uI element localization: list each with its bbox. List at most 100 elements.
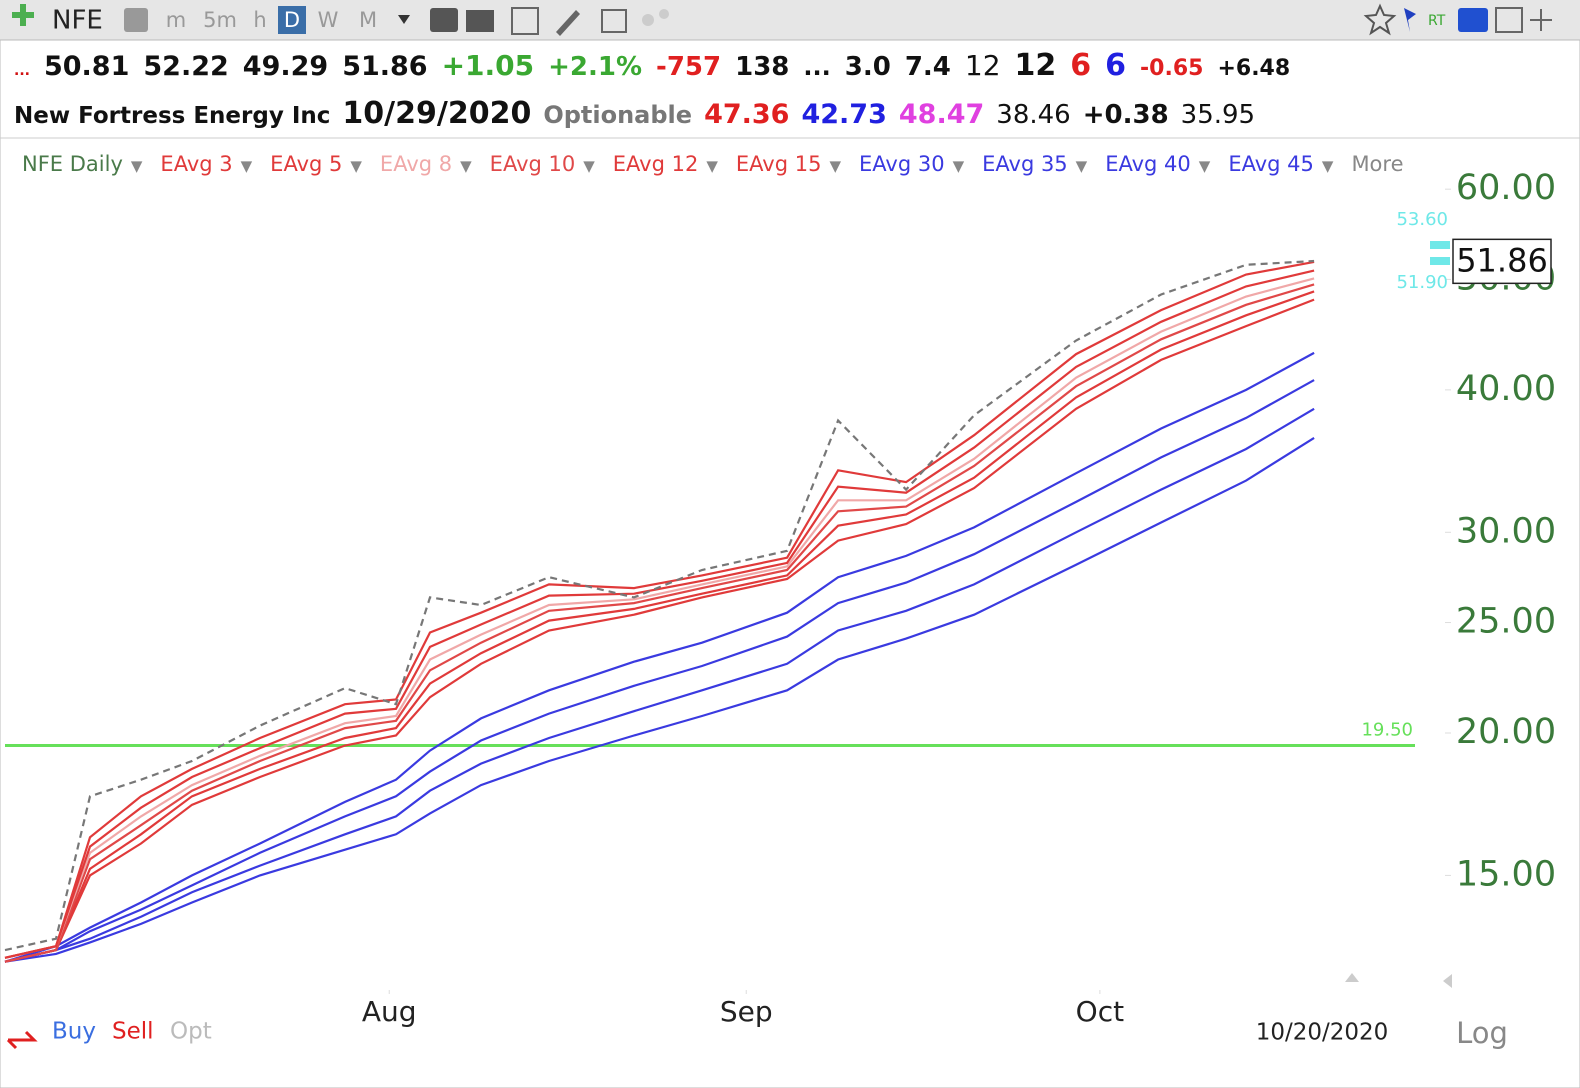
icon[interactable]: [1458, 8, 1488, 32]
legend-dropdown: ▼: [1198, 157, 1211, 175]
quote-value: 12: [964, 49, 1001, 82]
legend-label: EAvg 30: [859, 152, 945, 176]
icon[interactable]: [511, 7, 539, 35]
series-line: [4, 436, 1315, 963]
icon[interactable]: [466, 10, 494, 32]
active-interval: [278, 6, 306, 34]
legend-item[interactable]: EAvg 8 ▼: [380, 152, 472, 176]
legend-label: EAvg 12: [612, 152, 699, 176]
legend-label: EAvg 5: [270, 152, 343, 176]
legend-item[interactable]: EAvg 45 ▼: [1228, 152, 1333, 176]
legend-label: EAvg 15: [735, 152, 822, 176]
interval-button[interactable]: m: [166, 8, 186, 32]
quote-value: 6: [1070, 48, 1092, 83]
legend-dropdown: ▼: [952, 157, 965, 175]
interval-button[interactable]: 5m: [203, 8, 237, 32]
quote-value: 50.81: [43, 51, 130, 82]
legend-item[interactable]: EAvg 30 ▼: [859, 152, 964, 176]
date-label: 10/20/2020: [1256, 1020, 1389, 1046]
quote-value: +0.38: [1082, 100, 1169, 130]
y-tick-label: 20.00: [1456, 712, 1556, 752]
legend-dropdown: ▼: [706, 157, 718, 175]
scroll[interactable]: [1443, 974, 1452, 988]
icon[interactable]: [430, 8, 458, 32]
icon[interactable]: [1495, 7, 1523, 33]
price-mark-label: 53.60: [1396, 209, 1448, 230]
trade-button[interactable]: Buy: [52, 1019, 96, 1045]
x-tick-label: Aug: [362, 995, 417, 1028]
quote-value: 35.95: [1180, 100, 1256, 130]
price-mark-arrow: [1430, 241, 1450, 250]
quote-value: ...: [14, 63, 30, 79]
quote-value: 138: [735, 52, 790, 82]
legend-item[interactable]: EAvg 35 ▼: [982, 152, 1087, 176]
legend-item[interactable]: NFE Daily ▼: [22, 152, 142, 176]
symbol[interactable]: NFE: [52, 6, 103, 36]
quote-value: 47.36: [704, 99, 790, 130]
legend-label: EAvg 35: [982, 152, 1068, 176]
series-line: [4, 298, 1315, 963]
legend-item[interactable]: EAvg 40 ▼: [1105, 152, 1210, 176]
flag[interactable]: [1404, 8, 1416, 32]
quote-value: 12: [1014, 48, 1057, 83]
price-mark-label: 51.90: [1396, 272, 1448, 293]
quote-value: 52.22: [143, 51, 229, 82]
dropdown[interactable]: [398, 15, 410, 24]
icon[interactable]: [556, 10, 580, 36]
horizontal-line-label: 19.50: [1361, 720, 1413, 741]
trade-button[interactable]: Sell: [112, 1019, 154, 1045]
add-icon[interactable]: [12, 4, 34, 26]
interval-button[interactable]: D: [284, 8, 300, 32]
icon[interactable]: [1530, 9, 1552, 31]
legend-dropdown: ▼: [583, 157, 595, 175]
arrow-icon[interactable]: [6, 1030, 38, 1050]
y-tick-label: 40.00: [1456, 369, 1556, 409]
legend: NFE Daily ▼ EAvg 3 ▼ EAvg 5 ▼ EAvg 8 ▼ EAvg 10 ▼ E…: [22, 152, 1404, 176]
scroll[interactable]: [1345, 973, 1359, 982]
x-tick-label: Oct: [1076, 995, 1124, 1028]
legend-label: EAvg 10: [489, 152, 576, 176]
legend-dropdown: ▼: [1321, 157, 1334, 175]
last-price-label: 51.86: [1456, 241, 1548, 279]
price-mark-arrow: [1430, 256, 1450, 265]
interval-button[interactable]: h: [253, 8, 266, 32]
quote-value: 42.73: [801, 99, 887, 130]
legend-dropdown: ▼: [829, 157, 841, 175]
y-tick-label: 30.00: [1456, 511, 1556, 551]
y-tick-label: 15.00: [1456, 854, 1556, 894]
x-tick-label: Sep: [720, 995, 773, 1028]
legend-more: More: [1351, 152, 1404, 176]
icon[interactable]: [124, 8, 148, 32]
quote-value: 38.46: [996, 100, 1071, 130]
legend-label: EAvg 45: [1228, 152, 1314, 176]
legend-item[interactable]: EAvg 10 ▼: [490, 152, 595, 176]
interval-button[interactable]: M: [359, 8, 377, 32]
y-tick-label: 60.00: [1456, 168, 1556, 208]
legend-item[interactable]: EAvg 5 ▼: [270, 152, 362, 176]
icon[interactable]: [659, 9, 669, 19]
icon[interactable]: [601, 9, 627, 33]
star[interactable]: [1363, 3, 1397, 36]
quote-value: 10/29/2020: [342, 96, 532, 131]
scale-toggle[interactable]: Log: [1456, 1016, 1508, 1050]
quote-value: 51.86: [342, 51, 428, 82]
legend-item[interactable]: EAvg 15 ▼: [736, 152, 841, 176]
legend-item[interactable]: EAvg 12 ▼: [613, 152, 718, 176]
series-line: [4, 283, 1315, 963]
series-line: [4, 379, 1315, 963]
quote-value: -0.65: [1140, 56, 1204, 81]
quote-value: 7.4: [904, 52, 951, 82]
y-tick-label: 25.00: [1456, 602, 1556, 642]
quote-line-1: ... 50.81 52.22 49.29 51.86 +1.05 +2.1% -757 138…: [14, 48, 1290, 83]
series-line: [4, 407, 1315, 963]
legend-dropdown: ▼: [1075, 157, 1088, 175]
quote-value: -757: [656, 52, 722, 82]
legend-item[interactable]: EAvg 3 ▼: [160, 152, 252, 176]
quote-value: +2.1%: [548, 52, 643, 82]
series-line: [4, 260, 1315, 959]
trade-button[interactable]: Opt: [170, 1019, 212, 1045]
interval-button[interactable]: W: [318, 8, 339, 32]
rt[interactable]: RT: [1428, 13, 1446, 29]
icon[interactable]: [642, 14, 654, 26]
